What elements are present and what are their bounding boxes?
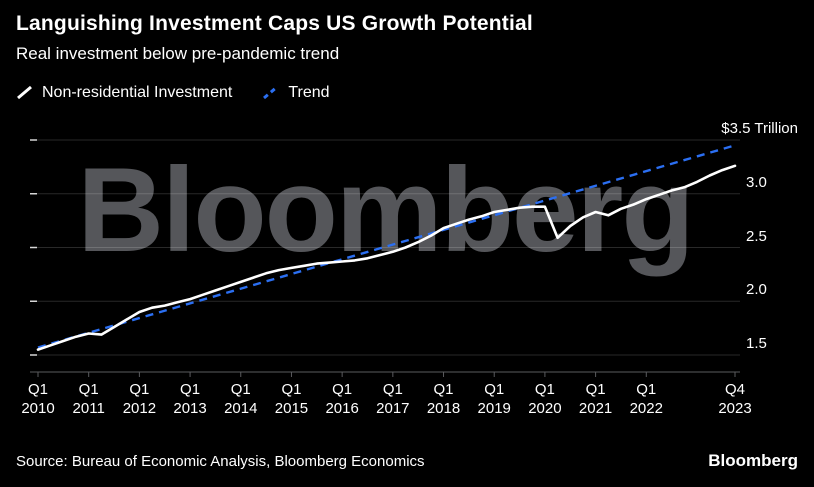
dashed-line-swatch-icon bbox=[263, 85, 279, 100]
x-axis-label: Q1 2012 bbox=[122, 381, 157, 417]
y-axis-label: 2.5 bbox=[746, 227, 767, 245]
source-note: Source: Bureau of Economic Analysis, Blo… bbox=[16, 453, 425, 470]
x-axis-label: Q1 2017 bbox=[376, 381, 410, 417]
x-axis-label: Q1 2011 bbox=[72, 381, 105, 417]
x-axis-label: Q1 2016 bbox=[325, 381, 359, 417]
x-axis-label: Q1 2019 bbox=[477, 381, 511, 417]
chart-title: Languishing Investment Caps US Growth Po… bbox=[16, 12, 533, 35]
solid-line-swatch-icon bbox=[17, 85, 32, 100]
y-axis-label: 1.5 bbox=[746, 335, 767, 352]
chart-subtitle: Real investment below pre-pandemic trend bbox=[16, 44, 340, 63]
legend-item: Trend bbox=[262, 84, 330, 102]
legend-label: Non-residential Investment bbox=[42, 84, 233, 101]
bloomberg-logo: Bloomberg bbox=[708, 451, 798, 470]
x-axis-label: Q1 2020 bbox=[528, 381, 562, 417]
legend: Non-residential Investment Trend bbox=[16, 84, 330, 102]
legend-label: Trend bbox=[288, 84, 330, 101]
x-axis-label: Q1 2018 bbox=[426, 381, 461, 417]
x-axis-label: Q4 2023 bbox=[718, 381, 752, 417]
x-axis-label: Q1 2021 bbox=[578, 381, 613, 417]
x-axis-label: Q1 2014 bbox=[224, 381, 258, 417]
y-axis-label: 3.0 bbox=[746, 173, 767, 191]
bloomberg-watermark: Bloomberg bbox=[77, 143, 694, 277]
x-axis-label: Q1 2015 bbox=[274, 381, 309, 417]
x-axis-label: Q1 2010 bbox=[21, 381, 55, 417]
y-axis-label: $3.5 Trillion bbox=[721, 120, 798, 137]
legend-item: Non-residential Investment bbox=[16, 84, 232, 102]
x-axis-label: Q1 2022 bbox=[629, 381, 663, 417]
x-axis-label: Q1 2013 bbox=[173, 381, 207, 417]
y-axis-label: 2.0 bbox=[746, 281, 767, 299]
